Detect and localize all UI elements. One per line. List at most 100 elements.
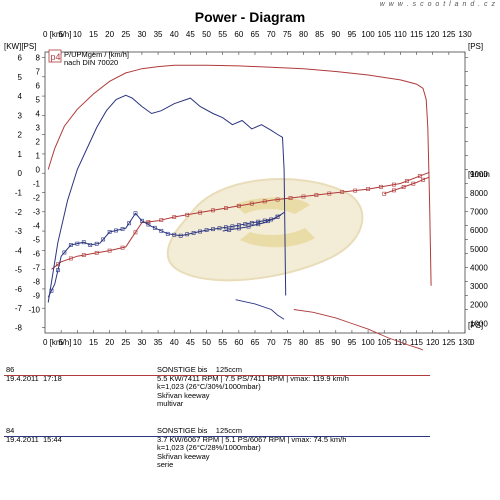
left-ps-tick-label: 5 bbox=[36, 96, 41, 105]
logo-shape bbox=[168, 179, 363, 280]
x-tick-label-bottom: 100 bbox=[361, 338, 375, 347]
right-tick-label: 9000 bbox=[470, 170, 488, 179]
run-vehicle: SONSTIGE bis bbox=[157, 365, 207, 374]
x-tick-label-bottom: 75 bbox=[283, 338, 292, 347]
drag-curve-84 bbox=[236, 300, 285, 320]
right-tick-label: 3000 bbox=[470, 282, 488, 291]
left-tick-label: 1 bbox=[18, 150, 23, 159]
right-tick-label: 5000 bbox=[470, 245, 488, 254]
x-tick-label-bottom: 40 bbox=[170, 338, 179, 347]
x-tick-label-bottom: 125 bbox=[442, 338, 456, 347]
left-tick-label: 3 bbox=[18, 111, 23, 120]
x-tick-label-bottom: 120 bbox=[426, 338, 440, 347]
x-tick-label-bottom: 30 bbox=[137, 338, 146, 347]
x-tick-label-top: 30 bbox=[137, 30, 146, 39]
run-details: SONSTIGE bis 125ccm 5.5 KW/7411 RPM | 7.… bbox=[157, 366, 437, 409]
x-tick-label-top: 110 bbox=[394, 30, 407, 39]
x-tick-label-bottom: 115 bbox=[410, 338, 423, 347]
x-tick-label-top: 130 bbox=[458, 30, 472, 39]
x-tick-label-top: 80 bbox=[299, 30, 308, 39]
left-ps-tick-label: 2 bbox=[36, 138, 41, 147]
left-ps-tick-label: -8 bbox=[33, 278, 41, 287]
x-tick-label-top: 75 bbox=[283, 30, 292, 39]
x-tick-label-top: 60 bbox=[234, 30, 243, 39]
left-ps-tick-label: 8 bbox=[36, 54, 41, 63]
left-ps-tick-label: -7 bbox=[33, 264, 41, 273]
left-tick-label: -2 bbox=[15, 208, 23, 217]
x-tick-label-top: 50 bbox=[202, 30, 211, 39]
x-tick-label-bottom: 95 bbox=[347, 338, 356, 347]
x-tick-label-top: 40 bbox=[170, 30, 179, 39]
x-tick-label-top: 115 bbox=[410, 30, 423, 39]
run-model: Skřivan keeway bbox=[157, 453, 437, 462]
run-ccm: 125ccm bbox=[216, 365, 242, 374]
x-tick-label-top: 120 bbox=[426, 30, 440, 39]
x-tick-label-top: 5 bbox=[59, 30, 64, 39]
left-axis-label: [KW][PS] bbox=[4, 42, 36, 51]
right-tick-label: 0 bbox=[470, 338, 475, 347]
x-tick-label-bottom: 65 bbox=[251, 338, 260, 347]
left-tick-label: 0 bbox=[18, 169, 23, 178]
left-ps-tick-label: -4 bbox=[33, 222, 41, 231]
left-ps-tick-label: -6 bbox=[33, 250, 41, 259]
x-tick-label-bottom: 105 bbox=[378, 338, 392, 347]
run-vehicle: SONSTIGE bis bbox=[157, 426, 207, 435]
legend-line-2: nach DIN 70020 bbox=[64, 58, 118, 67]
run-note: serie bbox=[157, 461, 437, 470]
x-tick-label-bottom: 80 bbox=[299, 338, 308, 347]
power-diagram-chart: 0 [km/h]0 [km/h]551010151520202525303035… bbox=[0, 0, 500, 360]
left-ps-tick-label: -3 bbox=[33, 208, 41, 217]
left-tick-label: 2 bbox=[18, 131, 23, 140]
x-tick-label-top: 45 bbox=[186, 30, 195, 39]
x-tick-label-bottom: 85 bbox=[315, 338, 324, 347]
run-model: Skřivan keeway bbox=[157, 392, 437, 401]
left-tick-label: -1 bbox=[15, 189, 23, 198]
x-tick-label-top: 105 bbox=[378, 30, 392, 39]
x-tick-label-top: 90 bbox=[331, 30, 340, 39]
x-axis-label-bottom: 0 [km/h] bbox=[43, 338, 71, 347]
chart-legend: p4 P/UPMgem / [km/h]nach DIN 70020 bbox=[49, 50, 129, 67]
left-ps-tick-label: 4 bbox=[36, 110, 41, 119]
left-ps-tick-label: 0 bbox=[36, 166, 41, 175]
right-tick-label: 6000 bbox=[470, 226, 488, 235]
x-tick-label-top: 65 bbox=[251, 30, 260, 39]
x-tick-label-bottom: 55 bbox=[218, 338, 227, 347]
x-tick-label-top: 15 bbox=[89, 30, 98, 39]
x-tick-label-bottom: 50 bbox=[202, 338, 211, 347]
right-tick-label: 1000 bbox=[470, 319, 488, 328]
left-tick-label: -5 bbox=[15, 266, 23, 275]
left-ps-tick-label: -9 bbox=[33, 292, 41, 301]
x-tick-label-top: 95 bbox=[347, 30, 356, 39]
x-tick-label-bottom: 10 bbox=[73, 338, 82, 347]
run-details: SONSTIGE bis 125ccm 3.7 KW/6067 RPM | 5.… bbox=[157, 427, 437, 470]
x-tick-label-top: 70 bbox=[267, 30, 276, 39]
right-tick-label: 2000 bbox=[470, 301, 488, 310]
left-tick-label: -4 bbox=[15, 246, 23, 255]
left-tick-label: -6 bbox=[15, 285, 23, 294]
left-tick-label: 6 bbox=[18, 54, 23, 63]
x-tick-label-top: 20 bbox=[105, 30, 114, 39]
x-tick-label-top: 25 bbox=[121, 30, 130, 39]
x-tick-label-bottom: 5 bbox=[59, 338, 64, 347]
left-tick-label: -8 bbox=[15, 324, 23, 333]
right-tick-label: 7000 bbox=[470, 207, 488, 216]
left-tick-label: 4 bbox=[18, 92, 23, 101]
left-ps-tick-label: -1 bbox=[33, 180, 41, 189]
left-tick-label: -3 bbox=[15, 227, 23, 236]
x-tick-label-bottom: 60 bbox=[234, 338, 243, 347]
scooter-logo-watermark bbox=[168, 179, 363, 280]
chart-series bbox=[48, 65, 431, 350]
left-ps-tick-label: 7 bbox=[36, 68, 41, 77]
left-ps-tick-label: -2 bbox=[33, 194, 41, 203]
x-tick-label-top: 55 bbox=[218, 30, 227, 39]
left-ps-tick-label: 3 bbox=[36, 124, 41, 133]
x-tick-label-bottom: 90 bbox=[331, 338, 340, 347]
x-tick-label-bottom: 20 bbox=[105, 338, 114, 347]
left-ps-tick-label: -5 bbox=[33, 236, 41, 245]
x-tick-label-top: 10 bbox=[73, 30, 82, 39]
right-tick-label: 8000 bbox=[470, 189, 488, 198]
right-top-unit: [PS] bbox=[468, 42, 483, 51]
right-tick-label: 4000 bbox=[470, 263, 488, 272]
run-color-rule bbox=[4, 436, 430, 437]
x-tick-label-top: 35 bbox=[154, 30, 163, 39]
